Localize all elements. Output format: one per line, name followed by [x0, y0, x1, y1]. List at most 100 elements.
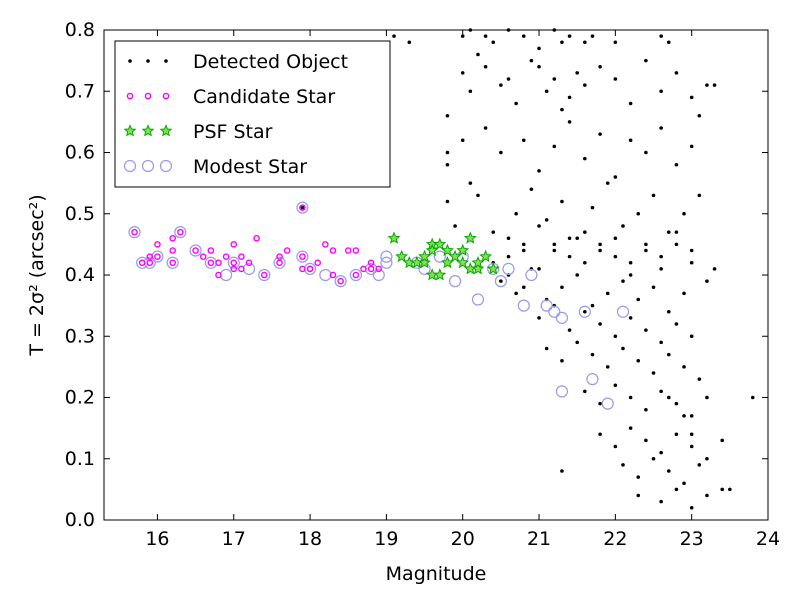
y-tick-label: 0.2 [65, 387, 95, 409]
detected-object-point [552, 248, 557, 253]
detected-object-point [651, 456, 656, 461]
detected-object-point [659, 450, 663, 455]
candidate-star-point [222, 253, 230, 260]
y-tick-label: 0.7 [65, 80, 95, 102]
detected-object-point [567, 34, 572, 38]
detected-object-point [567, 95, 572, 100]
modest-star-point [380, 250, 393, 263]
x-tick-label: 18 [298, 528, 322, 550]
detected-object-point [689, 334, 694, 339]
modest-star-point [303, 262, 317, 275]
detected-object-point [689, 414, 694, 418]
detected-object-point [552, 242, 557, 247]
legend-label-modest-star: Modest Star [193, 156, 307, 178]
detected-object-point [521, 285, 526, 290]
plot-points [128, 28, 755, 510]
legend-label-psf-star: PSF Star [193, 121, 273, 143]
legend-marker-modest-star [159, 159, 173, 173]
detected-object-point [590, 205, 595, 210]
candidate-star-point [138, 259, 146, 267]
detected-object-point [583, 40, 587, 45]
detected-object-point [720, 438, 725, 443]
detected-object-point [560, 107, 564, 112]
detected-object-point [476, 193, 480, 198]
candidate-star-point [352, 271, 360, 279]
detected-object-point [407, 40, 412, 45]
detected-object-point [628, 260, 633, 265]
detected-object-point [689, 444, 694, 449]
psf-star-point [440, 243, 454, 256]
modest-star-point [448, 275, 462, 288]
detected-object-point [506, 236, 511, 241]
detected-object-point [689, 248, 694, 253]
detected-object-point [590, 352, 595, 357]
detected-object-point [605, 365, 610, 369]
modest-star-point [258, 268, 271, 282]
x-tick-label: 24 [756, 528, 780, 550]
modest-star-point [128, 226, 141, 239]
candidate-star-point [260, 271, 268, 279]
legend-marker-detected-object [146, 59, 150, 63]
candidate-star-point [192, 247, 199, 254]
detected-object-point [621, 346, 625, 351]
detected-object-point [659, 389, 663, 394]
psf-star-point [471, 262, 485, 275]
detected-object-point [750, 395, 755, 400]
candidate-star-point [322, 241, 329, 248]
candidate-star-point [306, 265, 314, 273]
detected-object-point [468, 89, 473, 94]
candidate-star-point [238, 265, 245, 273]
detected-object-point [537, 64, 541, 69]
detected-object-point [613, 254, 618, 259]
modest-star-point [166, 256, 179, 269]
detected-object-point [697, 377, 702, 381]
candidate-star-point [146, 259, 154, 267]
detected-object-point [621, 224, 625, 228]
x-tick-label: 16 [145, 528, 169, 550]
detected-object-point [674, 322, 679, 326]
detected-object-point [392, 34, 396, 38]
modest-star-point [601, 397, 614, 410]
detected-object-point [529, 58, 534, 63]
detected-object-point [689, 432, 694, 437]
detected-object-point [705, 456, 709, 461]
candidate-star-point [177, 228, 184, 236]
legend-marker-candidate-star [144, 92, 152, 100]
candidate-star-point [230, 241, 238, 248]
detected-object-point [499, 150, 503, 155]
y-tick-label: 0.4 [65, 264, 95, 286]
detected-object-point [636, 493, 641, 498]
detected-object-point [628, 426, 633, 430]
detected-object-point [682, 211, 686, 216]
detected-object-point [491, 230, 496, 234]
x-tick-label: 22 [603, 528, 627, 550]
candidate-star-point [230, 259, 238, 267]
modest-star-point [349, 268, 362, 282]
detected-object-point [445, 162, 450, 167]
detected-object-point [575, 71, 579, 75]
detected-object-point [605, 181, 610, 185]
detected-object-point [499, 83, 503, 87]
psf-star-point [418, 256, 432, 269]
detected-object-point [552, 77, 557, 81]
modest-star-point [555, 385, 569, 398]
legend: Detected Object Candidate Star PSF Star Mod… [114, 40, 391, 188]
modest-star-point [319, 268, 332, 282]
detected-object-point [613, 444, 618, 449]
detected-object-point [644, 407, 648, 412]
detected-object-point [583, 83, 587, 87]
detected-object-point [560, 199, 564, 204]
detected-object-point [613, 236, 618, 241]
candidate-star-point [329, 271, 337, 279]
detected-object-point [537, 267, 541, 271]
candidate-star-point [276, 259, 283, 267]
x-axis-label: Magnitude [386, 563, 487, 585]
x-tick-label: 21 [527, 528, 551, 550]
candidate-star-point [352, 247, 360, 254]
modest-star-point [548, 305, 561, 318]
candidate-star-point [207, 259, 215, 267]
detected-object-point [666, 395, 671, 400]
detected-object-point [598, 432, 602, 437]
detected-object-point [598, 242, 602, 247]
psf-star-point [387, 231, 401, 244]
